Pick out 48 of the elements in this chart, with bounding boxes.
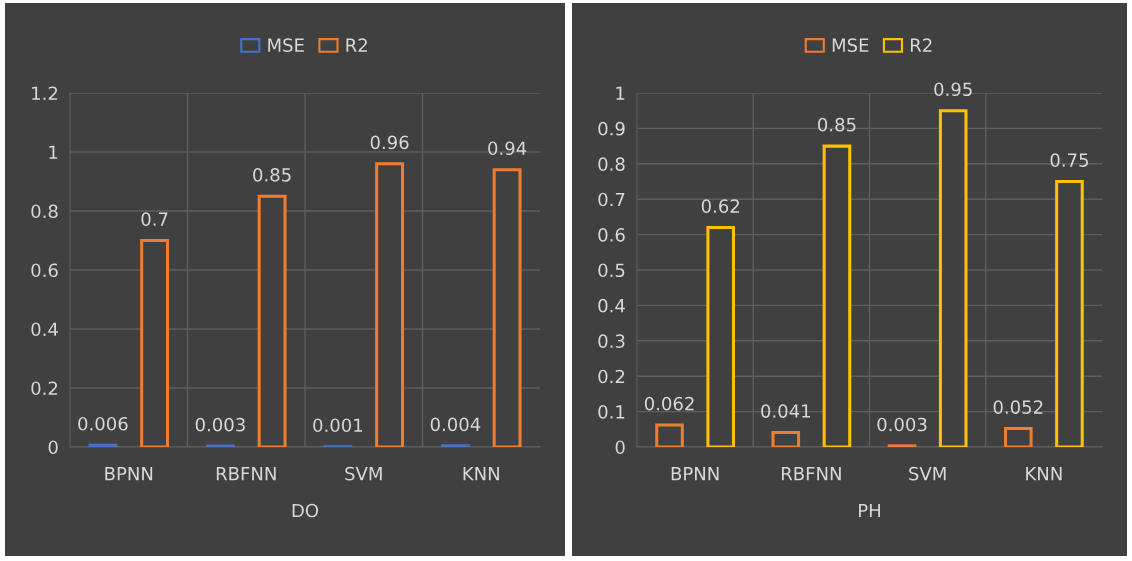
data-label: 0.85	[818, 117, 856, 132]
x-axis-title: PH	[859, 503, 880, 518]
data-label: 0.001	[313, 418, 363, 433]
data-label: 0.003	[877, 417, 927, 432]
x-tick-label: RBFNN	[216, 467, 276, 481]
y-tick-label: 0.1	[598, 405, 625, 419]
x-tick-label: KNN	[463, 467, 499, 481]
data-label: 0.006	[78, 416, 128, 431]
data-label: 0.004	[430, 417, 481, 432]
data-label: 0.94	[488, 141, 527, 156]
y-tick-label: 0.8	[598, 157, 625, 171]
legend-label: R2	[910, 38, 932, 52]
y-tick-label: 0	[48, 440, 58, 455]
x-tick-label: KNN	[1026, 467, 1062, 481]
x-tick-label: BPNN	[105, 467, 153, 481]
x-tick-label: SVM	[345, 466, 382, 481]
data-label: 0.062	[644, 396, 694, 411]
data-label: 0.62	[701, 199, 739, 213]
data-label: 0.041	[761, 404, 810, 418]
y-tick-label: 1.2	[32, 86, 58, 100]
legend-label: MSE	[268, 38, 304, 53]
x-tick-label: SVM	[909, 466, 946, 481]
y-tick-label: 0.6	[598, 228, 625, 242]
y-tick-label: 0	[615, 440, 625, 455]
x-tick-label: BPNN	[671, 467, 719, 481]
data-label: 0.75	[1050, 153, 1088, 167]
data-label: 0.85	[253, 167, 291, 182]
y-tick-label: 1	[616, 86, 625, 100]
y-tick-label: 0.4	[31, 322, 58, 337]
y-tick-label: 0.5	[598, 263, 625, 278]
y-tick-label: 0.6	[31, 263, 58, 278]
x-axis-title: DO	[292, 503, 319, 518]
data-label: 0.003	[195, 417, 245, 432]
y-tick-label: 0.7	[598, 192, 625, 207]
legend-label: MSE	[832, 38, 869, 53]
y-tick-label: 0.4	[598, 298, 625, 313]
y-tick-label: 1	[49, 145, 58, 159]
legend-label: R2	[346, 38, 367, 52]
y-tick-label: 0.3	[598, 334, 625, 348]
x-tick-label: RBFNN	[781, 467, 841, 481]
y-tick-label: 0.8	[31, 204, 58, 219]
y-tick-label: 0.9	[598, 121, 625, 136]
y-tick-label: 0.2	[598, 369, 625, 384]
data-label: 0.7	[141, 212, 168, 226]
data-label: 0.052	[993, 400, 1043, 414]
data-label: 0.96	[370, 135, 409, 150]
y-tick-label: 0.2	[31, 381, 58, 396]
data-label: 0.95	[934, 82, 972, 97]
